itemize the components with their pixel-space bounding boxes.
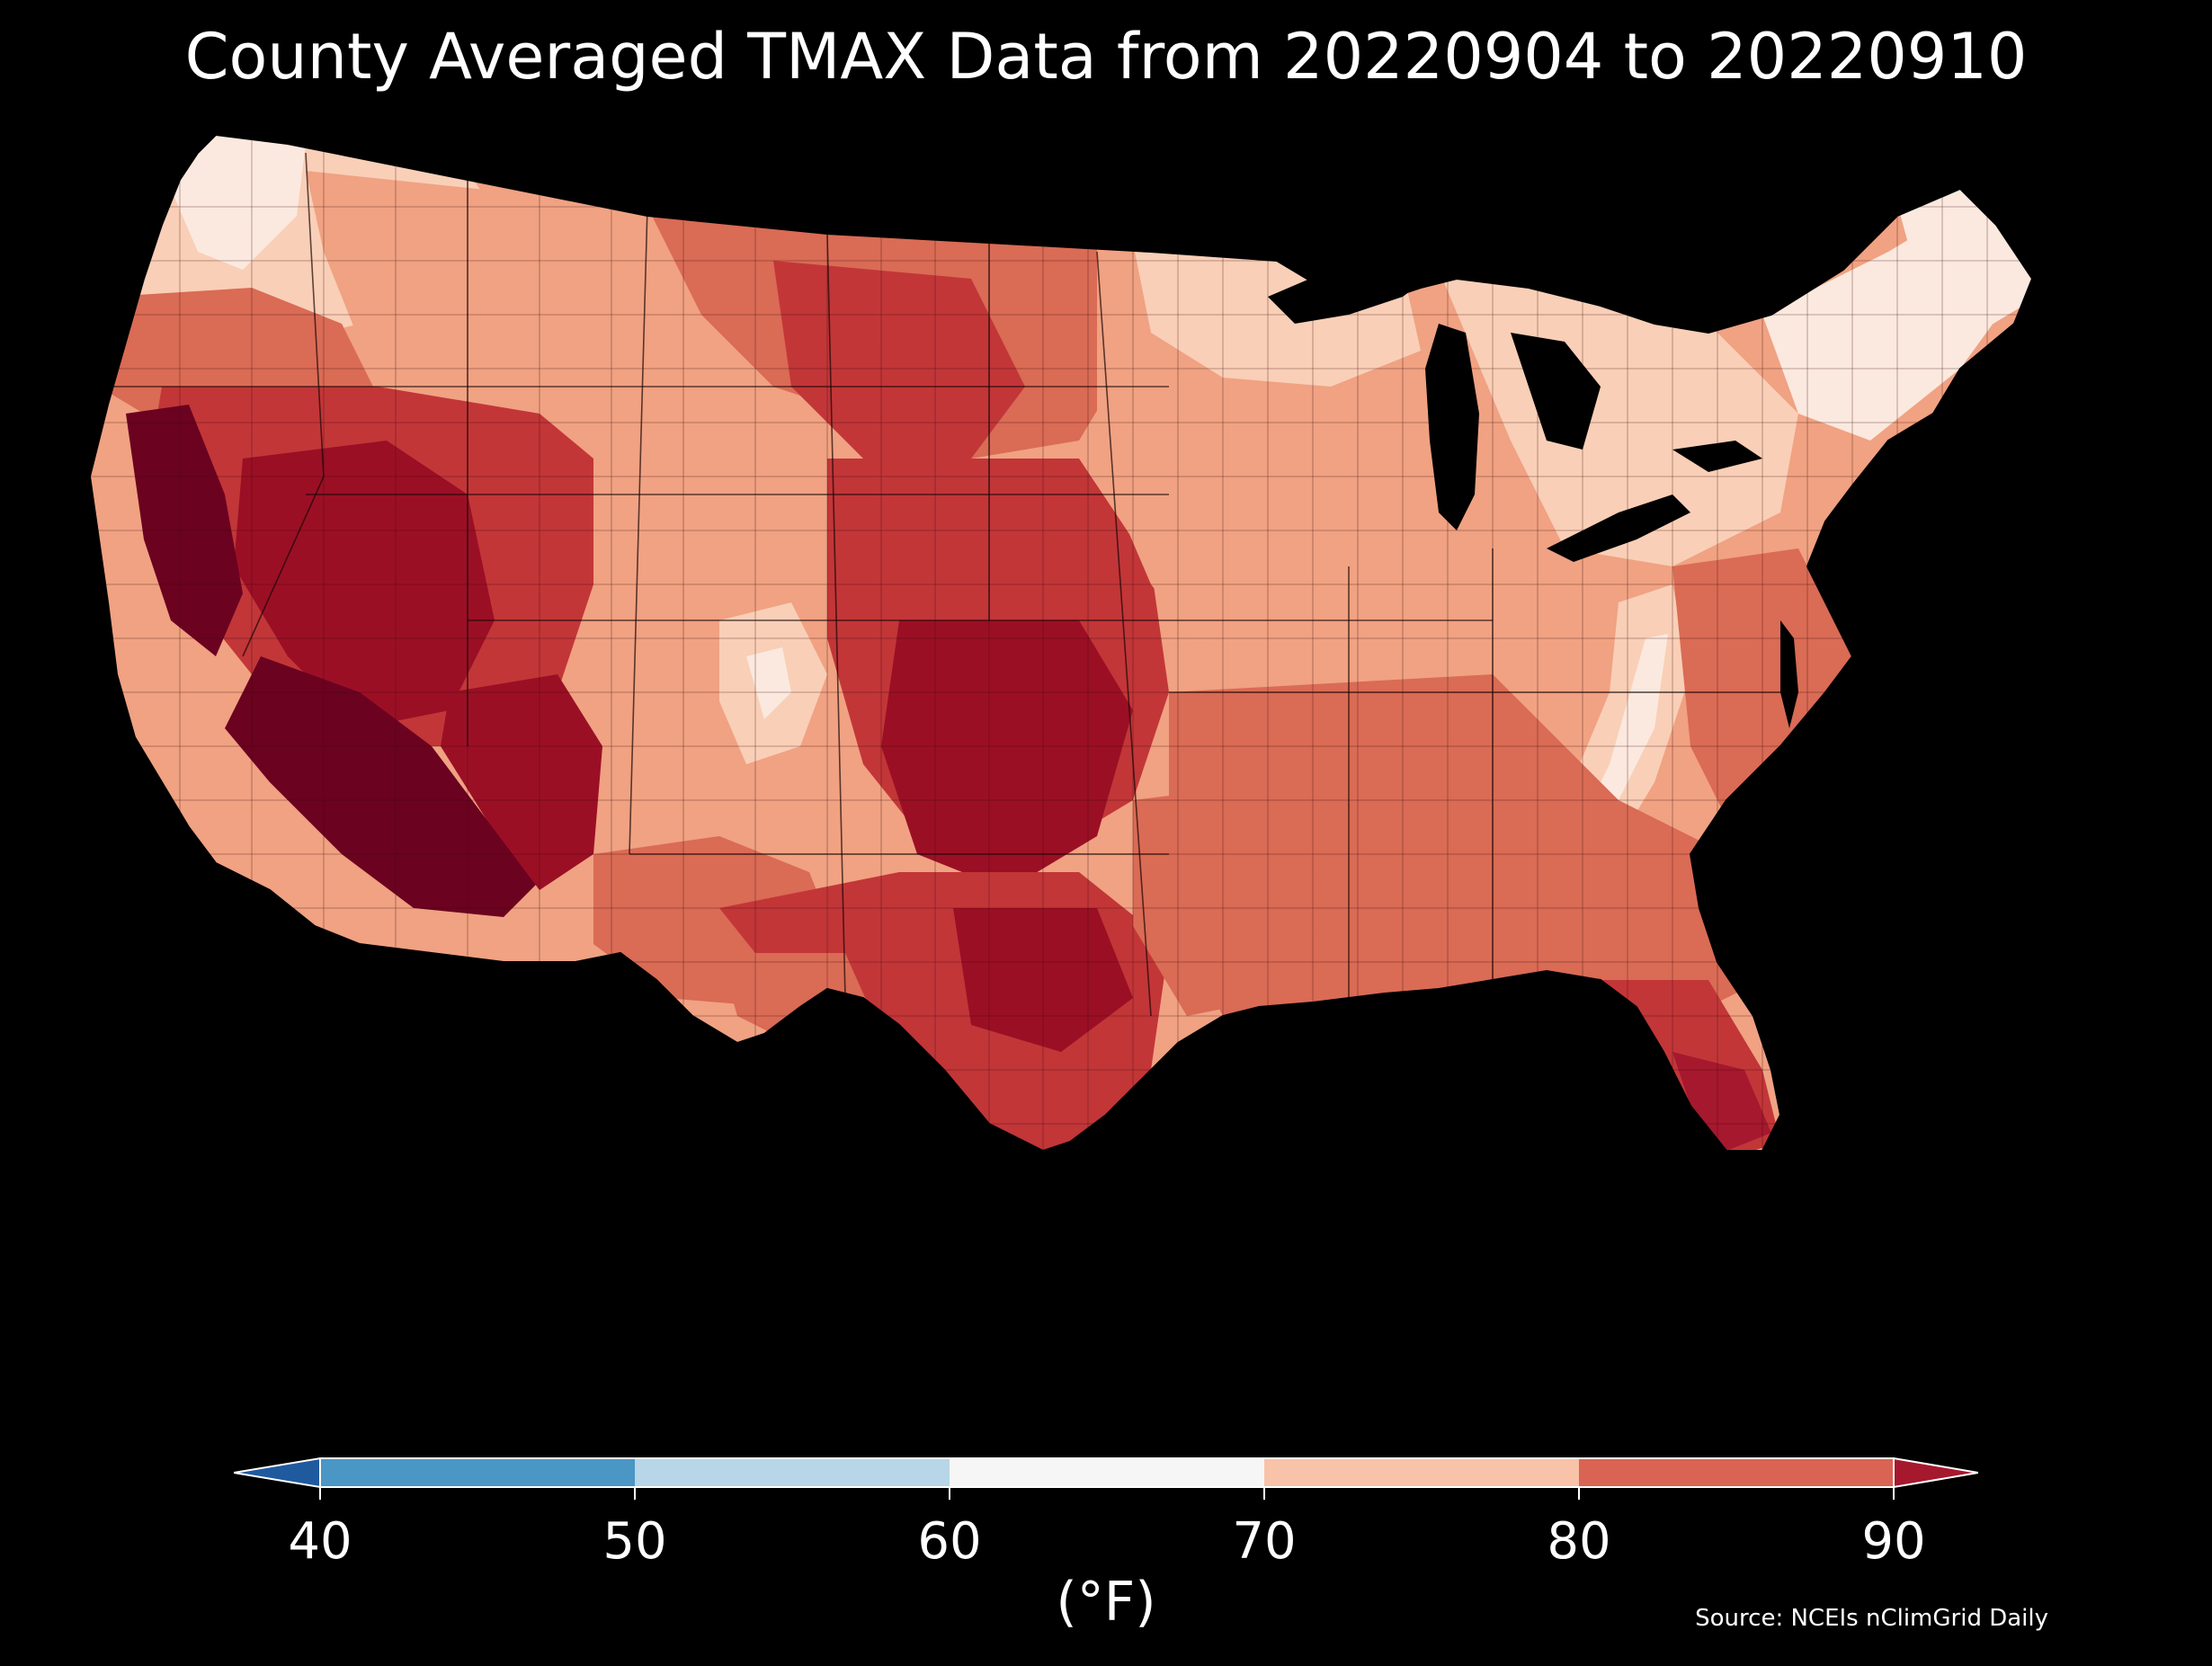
region-kansas-oklahoma — [881, 620, 1133, 890]
colorbar-frame — [319, 1457, 1895, 1488]
colorbar-tick-80: 80 — [1547, 1512, 1611, 1571]
region-south-florida — [1672, 1052, 1771, 1151]
region-washington-coast — [171, 135, 306, 270]
conus-map-svg — [90, 134, 2033, 1152]
colorbar — [233, 1437, 1979, 1509]
region-colorado-peaks — [746, 647, 791, 719]
colorbar-units: (°F) — [1056, 1571, 1156, 1634]
lake-ontario — [1672, 441, 1762, 472]
colorbar-ticks — [319, 1487, 1895, 1500]
region-mid-atlantic — [1672, 548, 1852, 818]
lake-erie — [1547, 494, 1690, 562]
chesapeake-bay — [1780, 620, 1798, 728]
colorbar-tick-60: 60 — [917, 1512, 982, 1571]
colorbar-tick-70: 70 — [1232, 1512, 1297, 1571]
colorbar-tick-50: 50 — [602, 1512, 667, 1571]
great-lakes — [1268, 252, 1798, 728]
colorbar-band-60-70 — [950, 1458, 1264, 1487]
colorbar-extend-under — [233, 1457, 321, 1489]
colorbar-band-70-80 — [1264, 1458, 1579, 1487]
colorbar-tick-90: 90 — [1861, 1512, 1926, 1571]
lake-huron — [1511, 333, 1601, 450]
region-arizona-hot — [441, 674, 602, 890]
region-nevada-core — [234, 441, 495, 728]
choropleth-map — [90, 117, 2122, 1394]
state-borders — [90, 152, 1798, 1017]
colorbar-tick-40: 40 — [288, 1512, 352, 1571]
region-north-texas — [953, 908, 1133, 1052]
colorbar-svg — [233, 1457, 1979, 1500]
region-desert-southwest — [225, 656, 540, 917]
colorbar-band-40-50 — [320, 1458, 635, 1487]
source-credit: Source: NCEIs nClimGrid Daily — [1695, 1605, 2048, 1632]
lake-michigan — [1425, 324, 1479, 530]
region-idaho-montana — [306, 171, 719, 423]
map-title: County Averaged TMAX Data from 20220904 … — [184, 20, 2028, 94]
region-utah-mountains — [593, 351, 773, 548]
region-dakotas-hot — [773, 261, 1025, 459]
region-central-valley — [126, 405, 243, 656]
colorbar-band-50-60 — [635, 1458, 950, 1487]
colorbar-extend-over — [1893, 1457, 1979, 1489]
region-mississippi-valley — [1133, 782, 1331, 1016]
lake-superior — [1268, 252, 1439, 324]
colorbar-band-80-90 — [1579, 1458, 1894, 1487]
temperature-regions — [90, 135, 2032, 1151]
